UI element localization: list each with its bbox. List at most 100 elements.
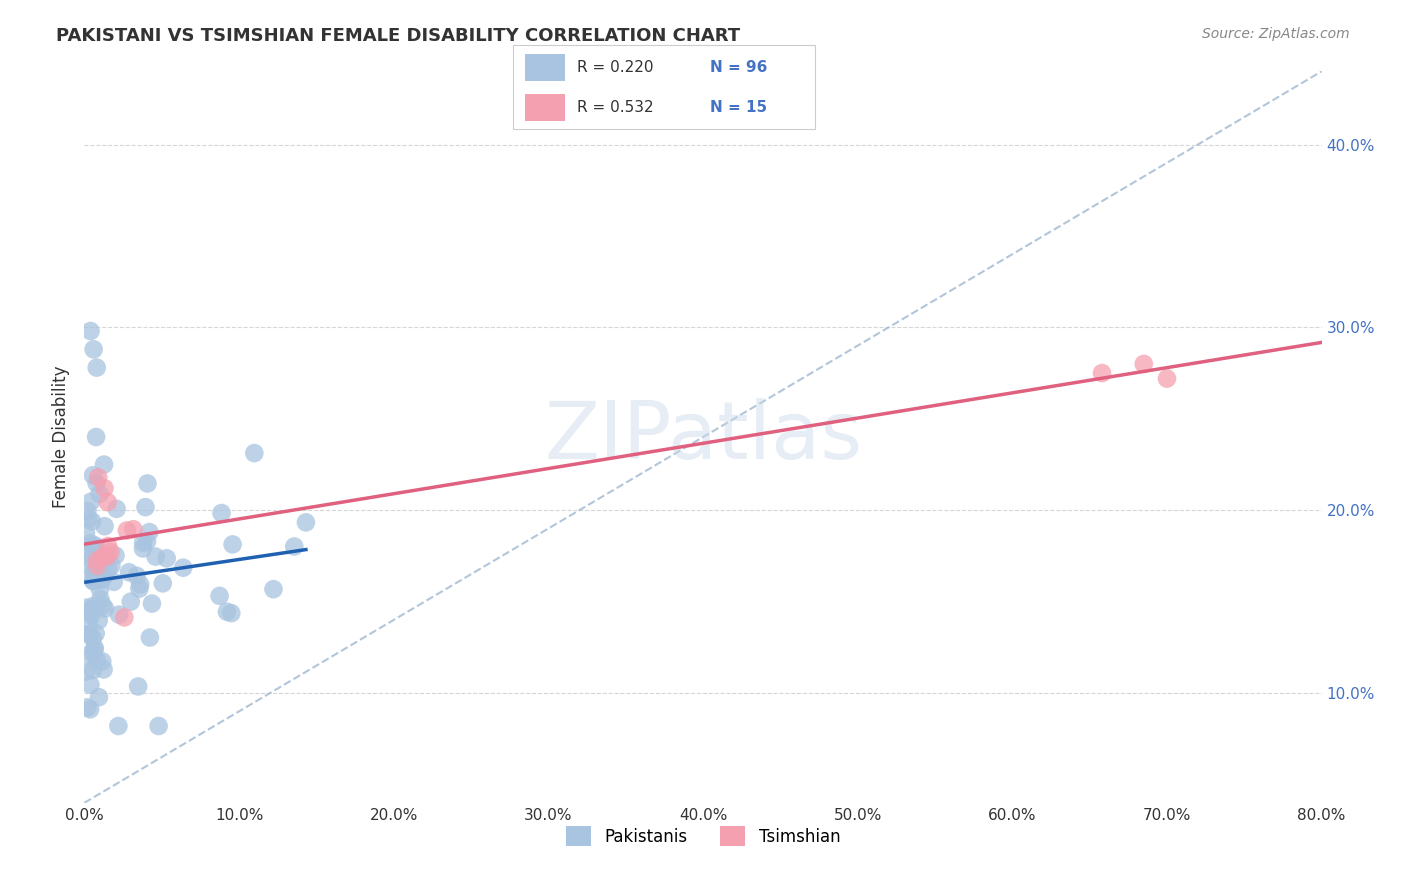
Point <box>156 551 179 566</box>
Point <box>82 574 104 589</box>
Point <box>148 719 170 733</box>
Point <box>105 501 128 516</box>
Point <box>84 539 107 553</box>
FancyBboxPatch shape <box>513 45 815 129</box>
Point <box>127 680 149 694</box>
Point <box>79 605 101 619</box>
Point <box>132 541 155 556</box>
Point <box>91 654 114 668</box>
Point <box>86 553 108 567</box>
Point <box>120 594 142 608</box>
Point <box>76 504 98 518</box>
Point <box>80 608 103 623</box>
Point <box>128 582 150 596</box>
Point <box>1133 357 1156 371</box>
Point <box>215 605 238 619</box>
Point <box>83 640 105 655</box>
Y-axis label: Female Disability: Female Disability <box>52 366 70 508</box>
Point <box>82 646 104 660</box>
Point <box>75 665 97 679</box>
Point <box>141 597 163 611</box>
Text: Source: ZipAtlas.com: Source: ZipAtlas.com <box>1202 27 1350 41</box>
Text: R = 0.532: R = 0.532 <box>576 100 654 115</box>
Point <box>82 599 104 613</box>
Point <box>83 602 105 616</box>
Point <box>80 514 103 528</box>
Point <box>76 547 98 561</box>
Point <box>103 574 125 589</box>
Legend: Pakistanis, Tsimshian: Pakistanis, Tsimshian <box>560 820 846 853</box>
Point <box>100 558 122 573</box>
Text: R = 0.220: R = 0.220 <box>576 60 654 75</box>
Point <box>138 524 160 539</box>
Point <box>243 446 266 460</box>
Point <box>139 631 162 645</box>
Point <box>91 573 114 587</box>
Point <box>1091 366 1114 380</box>
Point <box>76 700 98 714</box>
Bar <box>526 54 565 81</box>
Point <box>89 582 111 597</box>
Point <box>79 648 101 662</box>
Point <box>91 599 114 613</box>
Point <box>96 549 118 564</box>
Point <box>75 525 97 540</box>
Point <box>100 545 122 559</box>
Point <box>283 540 305 554</box>
Point <box>82 663 104 677</box>
Point <box>129 577 152 591</box>
Point <box>221 606 243 620</box>
Point <box>93 519 115 533</box>
Point <box>77 627 100 641</box>
Point <box>77 617 100 632</box>
Point <box>93 569 115 583</box>
Point <box>118 566 141 580</box>
Point <box>77 511 100 525</box>
Text: ZIPatlas: ZIPatlas <box>544 398 862 476</box>
Point <box>79 678 101 692</box>
Point <box>84 541 107 555</box>
Point <box>122 522 145 536</box>
Point <box>97 562 120 576</box>
Point <box>1156 371 1178 385</box>
Point <box>208 589 231 603</box>
Point <box>75 541 97 555</box>
Point <box>82 566 104 581</box>
Point <box>89 573 111 587</box>
Point <box>86 559 108 574</box>
Point <box>82 554 104 568</box>
Point <box>79 627 101 641</box>
Point <box>93 555 115 569</box>
Point <box>87 690 110 705</box>
Point <box>136 534 159 549</box>
Point <box>84 430 107 444</box>
Point <box>84 563 107 577</box>
Point <box>80 603 103 617</box>
Point <box>75 600 97 615</box>
Point <box>79 536 101 550</box>
Point <box>104 549 127 563</box>
Point <box>93 549 115 564</box>
Text: N = 15: N = 15 <box>710 100 766 115</box>
Bar <box>526 94 565 120</box>
Point <box>295 516 318 530</box>
Point <box>115 524 138 538</box>
Point <box>89 592 111 607</box>
Point <box>82 468 104 483</box>
Point <box>107 719 129 733</box>
Point <box>86 653 108 667</box>
Point <box>93 458 115 472</box>
Point <box>86 476 108 491</box>
Point <box>87 470 110 484</box>
Point <box>80 494 103 508</box>
Text: N = 96: N = 96 <box>710 60 768 75</box>
Point <box>211 506 233 520</box>
Point <box>134 500 156 515</box>
Point <box>112 610 135 624</box>
Point <box>82 632 104 646</box>
Point <box>132 535 155 549</box>
Point <box>83 343 105 357</box>
Point <box>94 601 117 615</box>
Point <box>89 551 111 566</box>
Point <box>97 495 120 509</box>
